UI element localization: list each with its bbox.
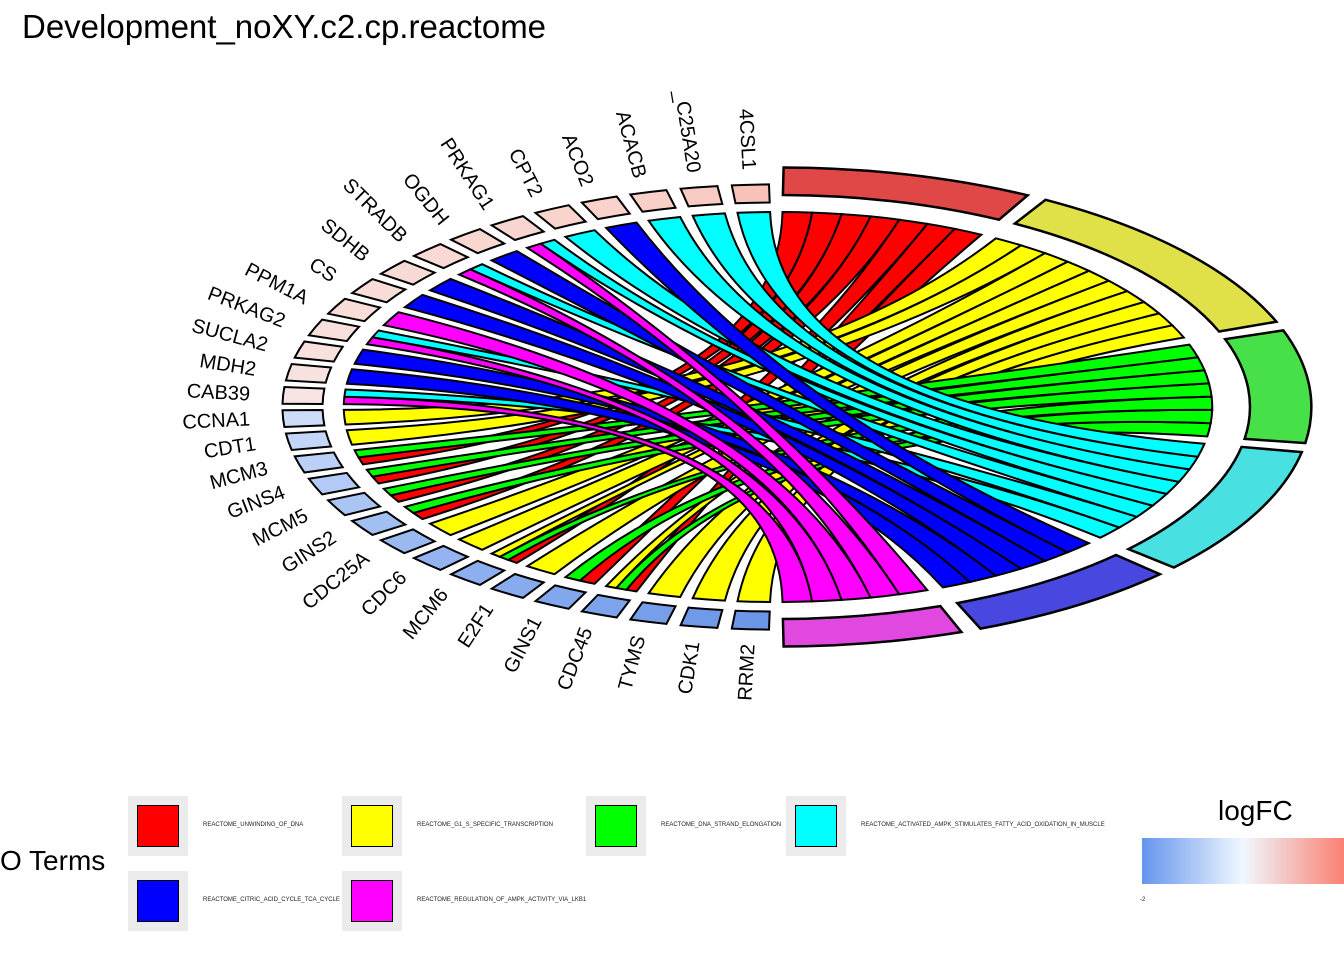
legend-swatch: [137, 805, 179, 847]
legend-key: [128, 796, 188, 856]
chord-ribbon: [736, 210, 1206, 458]
gene-block: [349, 278, 408, 304]
legend-key: [128, 871, 188, 931]
gene-block: [281, 385, 326, 406]
gene-block: [378, 259, 438, 286]
gene-label: RRM2: [734, 643, 759, 701]
gene-block: [679, 606, 724, 629]
legend-label: REACTOME_CITRIC_ACID_CYCLE_TCA_CYCLE: [203, 897, 340, 903]
gene-blocks: [281, 183, 771, 631]
legend-key: [342, 871, 402, 931]
gene-block: [489, 572, 546, 599]
legend-swatch: [351, 880, 393, 922]
gene-label: CDK1: [674, 640, 704, 696]
legend-label: REACTOME_ACTIVATED_AMPK_STIMULATES_FATTY…: [861, 822, 1105, 828]
gene-label: CPT2: [504, 145, 547, 201]
gene-label: CAB39: [186, 380, 250, 405]
colorbar-title: logFC: [1218, 795, 1293, 826]
gene-block: [489, 215, 546, 242]
colorbar-tick: -2: [1140, 897, 1146, 903]
legend-label: REACTOME_G1_S_SPECIFIC_TRANSCRIPTION: [417, 822, 553, 828]
gene-block: [579, 195, 632, 221]
gene-block: [579, 593, 632, 619]
colorbar-gradient: [1142, 838, 1344, 884]
term-arc: [954, 553, 1163, 630]
gene-block: [293, 340, 345, 363]
legend-key: [786, 796, 846, 856]
gene-label: MDH2: [198, 350, 257, 381]
gene-block: [284, 430, 333, 452]
legend-swatch: [351, 805, 393, 847]
gene-label: CCNA1: [182, 408, 251, 434]
gene-block: [730, 609, 771, 631]
gene-block: [533, 584, 588, 610]
gene-block: [411, 243, 471, 270]
gene-block: [533, 204, 588, 230]
gene-label: MCM6: [399, 584, 453, 644]
gene-label: PRKAG1: [436, 134, 499, 214]
legend-label: REACTOME_DNA_STRAND_ELONGATION: [661, 822, 782, 828]
gene-block: [730, 183, 771, 205]
gene-label: GINS1: [500, 613, 547, 676]
term-arc: [1125, 445, 1304, 569]
gene-label: CDT1: [202, 433, 257, 463]
gene-label: CDC6: [357, 567, 411, 621]
gene-label: E2F1: [454, 600, 499, 652]
gene-block: [679, 185, 724, 208]
legend-label: REACTOME_UNWINDING_OF_DNA: [203, 822, 304, 828]
gene-label: CDC45: [553, 624, 597, 693]
legend-swatch: [595, 805, 637, 847]
gene-block: [448, 228, 507, 255]
legend-swatch: [795, 805, 837, 847]
legend-label: REACTOME_REGULATION_OF_AMPK_ACTIVITY_VIA…: [417, 897, 587, 903]
gene-block: [306, 471, 362, 496]
legend-key: [342, 796, 402, 856]
gene-label: TYMS: [615, 633, 651, 692]
gene-block: [411, 544, 471, 571]
term-arc: [781, 604, 964, 648]
chord-ribbon: [524, 242, 930, 596]
term-arcs: [781, 166, 1313, 648]
gene-label: CS: [305, 254, 340, 288]
gene-block: [448, 559, 507, 586]
gene-block: [378, 528, 438, 555]
legend-key: [586, 796, 646, 856]
gene-block: [281, 408, 326, 429]
plot-title: Development_noXY.c2.cp.reactome: [22, 8, 547, 45]
gene-block: [293, 451, 345, 474]
legend-title: O Terms: [0, 845, 106, 876]
term-arc: [1012, 198, 1279, 333]
term-arc: [781, 166, 1031, 222]
gene-block: [306, 318, 362, 343]
chord-ribbons: [342, 210, 1214, 604]
gene-block: [349, 510, 408, 536]
chord-ribbon: [604, 221, 1092, 554]
gene-label: _C25A20: [669, 88, 704, 175]
gene-block: [284, 362, 333, 384]
gene-label: ACO2: [557, 131, 597, 190]
legend-swatch: [137, 880, 179, 922]
term-arc: [1222, 329, 1313, 445]
gene-block: [326, 491, 383, 517]
gene-block: [628, 601, 678, 625]
gene-label: OGDH: [398, 169, 453, 229]
gene-label: ACACB: [611, 108, 650, 180]
gene-block: [628, 189, 678, 213]
gene-label: 4CSL1: [734, 108, 759, 170]
gene-block: [326, 297, 383, 323]
